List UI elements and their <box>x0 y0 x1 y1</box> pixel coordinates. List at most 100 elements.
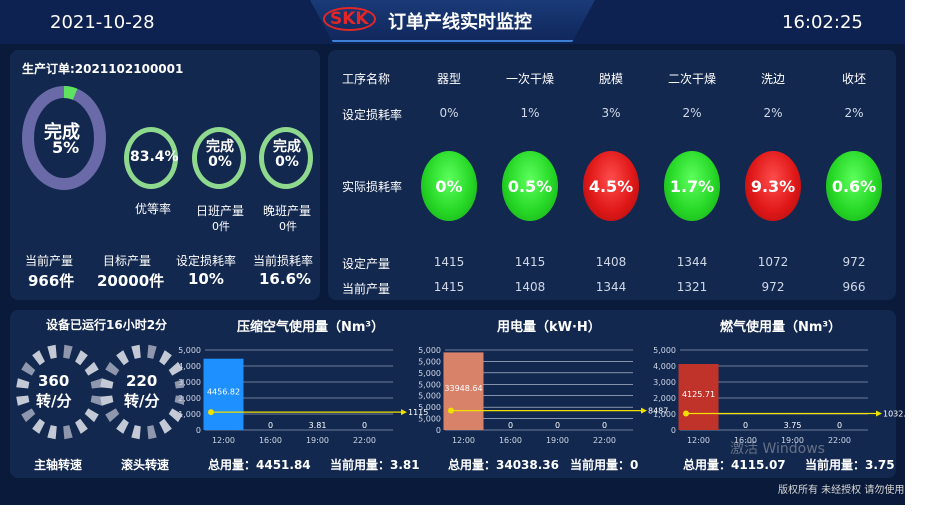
bar-value-label: 4456.82 <box>207 387 240 396</box>
quality-ring <box>124 127 178 189</box>
page-title: 订单产线实时监控 <box>388 12 532 33</box>
gauge-segment <box>47 344 57 359</box>
bar-value-label: 0 <box>837 421 842 430</box>
gauge-segment <box>32 418 45 434</box>
gauge-segment <box>21 408 36 423</box>
night-shift-sub: 0件 <box>279 220 297 233</box>
reference-value: 1115 <box>408 408 428 417</box>
night-shift-ring <box>259 127 313 189</box>
header-bar: 2021-10-28 SKK 订单产线实时监控 16:02:25 <box>0 0 905 44</box>
gauge-segment <box>131 425 141 440</box>
stat-label-set-rate: 设定损耗率 <box>176 254 237 268</box>
x-tick-label: 19:00 <box>306 436 329 445</box>
big-ring-line1: 完成 <box>44 122 80 143</box>
stat-label-current: 当前产量 <box>25 254 74 268</box>
day-shift-ring <box>192 127 246 189</box>
process-cell-name: 一次干燥 <box>505 72 555 86</box>
x-tick-label: 22:00 <box>593 436 616 445</box>
current-usage: 当前用量：3.81 <box>330 458 420 472</box>
actual-rate-ball: 1.7% <box>664 151 720 221</box>
gauge-segment <box>100 395 114 406</box>
gauge-dial <box>16 344 104 440</box>
spindle-speed-value: 360 <box>38 372 70 390</box>
bar <box>203 358 244 430</box>
big-ring-line2: 5% <box>52 138 80 157</box>
gauge-segment <box>84 361 99 376</box>
copyright: 版权所有 未经授权 请勿使用 <box>778 485 905 496</box>
bar-value-label: 0 <box>743 421 748 430</box>
stat-value-current: 966件 <box>28 272 75 290</box>
process-cell-set-qty: 1415 <box>514 255 546 269</box>
gauge-segment <box>84 408 99 423</box>
roller-speed-unit: 转/分 <box>124 392 160 410</box>
y-tick-label: 5,000 <box>418 369 441 378</box>
process-cell-cur-qty: 1415 <box>433 280 465 294</box>
actual-rate-ball: 4.5% <box>583 151 639 221</box>
day-shift-caption: 日班产量 <box>196 204 245 218</box>
gauge-segment <box>63 425 73 440</box>
process-cell-set-qty: 1344 <box>676 255 708 269</box>
actual-rate-value: 9.3% <box>750 176 796 196</box>
reference-arrow <box>876 410 882 417</box>
actual-rate-value: 0.5% <box>507 176 553 196</box>
y-tick-label: 5,000 <box>653 346 676 355</box>
y-tick-label: 1,000 <box>178 410 201 419</box>
process-cell-set-rate: 0% <box>439 106 459 120</box>
gauge-segment <box>105 408 120 423</box>
day-shift-value: 完成 0% <box>206 139 234 170</box>
process-cell-name: 二次干燥 <box>667 72 717 86</box>
night-shift-caption: 晚班产量 <box>263 204 312 218</box>
stat-value-cur-rate: 16.6% <box>259 270 312 288</box>
y-tick-label: 5,000 <box>418 346 441 355</box>
gauge-segment <box>174 395 184 406</box>
gauge-segment <box>159 418 172 434</box>
y-tick-label: 2,000 <box>178 394 201 403</box>
spindle-speed-unit: 转/分 <box>36 392 72 410</box>
gauge-segment <box>147 344 157 359</box>
current-usage: 当前用量：0 <box>570 458 639 472</box>
bar <box>443 352 484 430</box>
process-cell-set-rate: 2% <box>763 106 783 120</box>
gauge-segment <box>147 425 157 440</box>
stat-value-target: 20000件 <box>97 272 165 290</box>
dashboard: 2021-10-28 SKK 订单产线实时监控 16:02:25 生产订单:20… <box>0 0 905 505</box>
gauge-segment <box>75 350 88 366</box>
usage-bar-chart: 5,000 5,000 5,000 5,000 5,000 5,000 5,000 0 3394… <box>418 346 668 445</box>
process-row-label: 设定产量 <box>342 257 391 271</box>
bar-value-label: 0 <box>602 421 607 430</box>
actual-rate-ball: 0.5% <box>502 151 558 221</box>
x-tick-label: 12:00 <box>452 436 475 445</box>
y-tick-label: 5,000 <box>418 380 441 389</box>
roller-speed-label: 滚头转速 <box>121 458 170 472</box>
gauge-segment <box>168 408 183 423</box>
reference-dot <box>448 407 454 414</box>
actual-rate-value: 4.5% <box>588 176 634 196</box>
x-tick-label: 12:00 <box>212 436 235 445</box>
process-cell-cur-qty: 1408 <box>514 280 546 294</box>
spindle-speed-label: 主轴转速 <box>34 458 83 472</box>
x-tick-label: 16:00 <box>499 436 522 445</box>
gauge-segment <box>63 344 73 359</box>
day-shift-sub: 0件 <box>212 220 230 233</box>
x-tick-label: 12:00 <box>687 436 710 445</box>
reference-arrow <box>641 407 647 414</box>
gauge-segment <box>16 378 30 389</box>
y-tick-label: 0 <box>436 426 441 435</box>
gauge-segment <box>100 378 114 389</box>
x-tick-label: 22:00 <box>353 436 376 445</box>
header-time: 16:02:25 <box>782 12 863 33</box>
y-tick-label: 5,000 <box>418 415 441 424</box>
stat-value-set-rate: 10% <box>188 270 224 288</box>
chart-title: 压缩空气使用量（Nm³） <box>237 320 385 335</box>
bar <box>678 363 719 430</box>
actual-rate-value: 0.6% <box>831 176 877 196</box>
total-usage: 总用量：4451.84 <box>208 458 311 472</box>
gauge-segment <box>75 418 88 434</box>
process-cell-set-qty: 1415 <box>433 255 465 269</box>
actual-rate-value: 0% <box>435 176 463 196</box>
order-label: 生产订单:2021102100001 <box>22 62 184 76</box>
stat-label-cur-rate: 当前损耗率 <box>253 254 314 268</box>
y-tick-label: 1,000 <box>653 410 676 419</box>
gauge-segment <box>116 418 129 434</box>
gauge-segment <box>21 361 36 376</box>
